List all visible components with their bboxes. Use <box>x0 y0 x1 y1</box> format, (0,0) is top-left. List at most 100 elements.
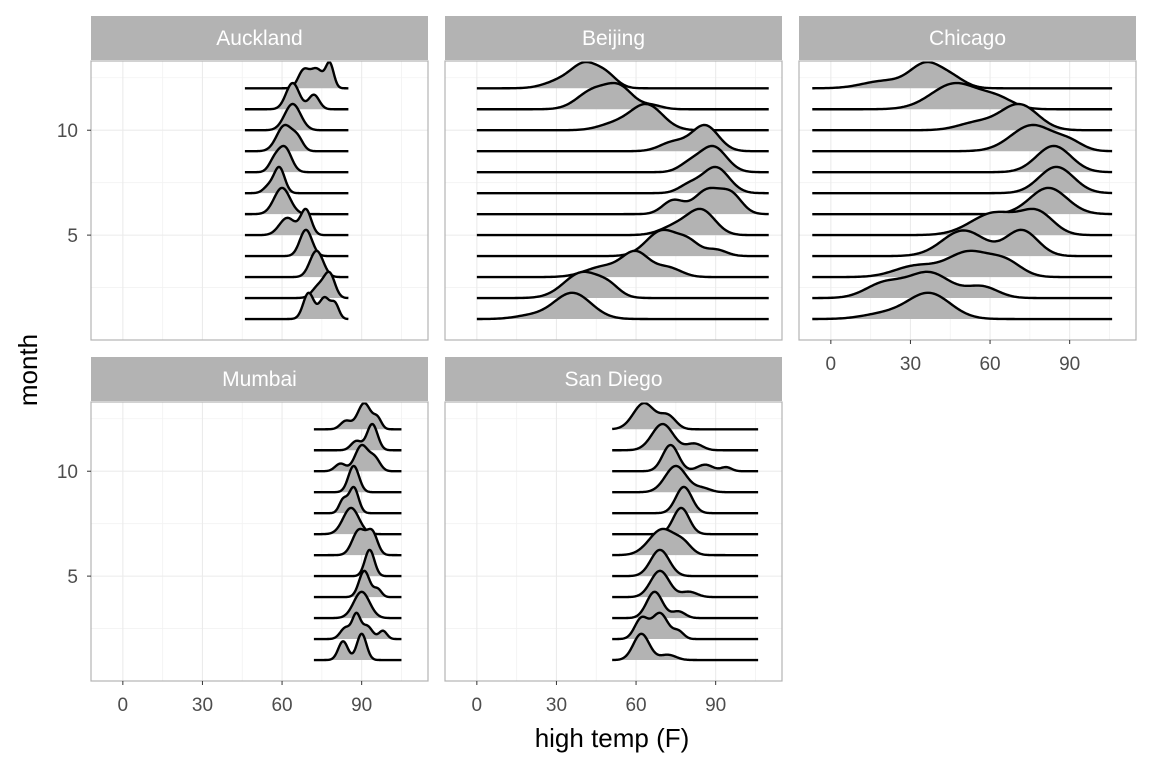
ridge-line <box>611 611 759 641</box>
ridges-mumbai <box>313 401 403 662</box>
ridge-mumbai-month-10 <box>313 443 403 473</box>
x-tick-label: 90 <box>1059 354 1080 375</box>
ridge-beijing-month-10 <box>476 102 769 132</box>
facet-auckland: Auckland 5 10 <box>57 16 429 341</box>
ridge-line <box>812 207 1113 237</box>
panel-background <box>91 61 428 340</box>
ridge-line <box>611 485 759 515</box>
ridge-san-diego-month-5 <box>611 548 759 578</box>
x-tick-label: 0 <box>826 354 837 375</box>
ridge-line <box>611 590 759 620</box>
facet-chicago: Chicago 0 30 60 90 <box>798 16 1137 375</box>
ridge-line <box>812 123 1113 153</box>
ridge-line <box>244 60 350 90</box>
ridge-san-diego-month-8 <box>611 485 759 515</box>
strip-auckland <box>91 16 428 60</box>
ridge-line <box>313 611 403 641</box>
ridge-san-diego-month-9 <box>611 464 759 494</box>
ridge-line <box>476 123 769 153</box>
strip-chicago <box>799 16 1136 60</box>
ridge-san-diego-month-4 <box>611 569 759 599</box>
ridge-line <box>244 270 350 300</box>
ridge-line <box>812 144 1113 174</box>
ridge-line <box>313 422 403 452</box>
ridge-san-diego-month-3 <box>611 590 759 620</box>
ridge-line <box>476 144 769 174</box>
ridge-fill <box>476 292 769 320</box>
ridge-chicago-month-3 <box>812 249 1113 279</box>
ridge-line <box>476 186 769 216</box>
x-tick-label: 0 <box>472 695 483 716</box>
ridge-line <box>812 270 1113 300</box>
ridge-line <box>244 123 350 153</box>
strip-label-mumbai: Mumbai <box>222 368 297 391</box>
ridge-line <box>812 165 1113 195</box>
ridge-line <box>244 207 350 237</box>
ridge-chicago-month-7 <box>812 165 1113 195</box>
ridge-line <box>812 291 1113 321</box>
ridges-chicago <box>812 60 1113 321</box>
ridge-line <box>244 144 350 174</box>
ridge-line <box>611 527 759 557</box>
ridge-line <box>313 569 403 599</box>
x-axis-title: high temp (F) <box>535 723 690 753</box>
ridge-beijing-month-3 <box>476 249 769 279</box>
ridge-auckland-month-1 <box>244 291 350 321</box>
ridge-auckland-month-4 <box>244 228 350 258</box>
x-tick-label: 0 <box>118 695 129 716</box>
ridge-fill <box>313 486 402 514</box>
panel-border <box>90 401 429 682</box>
ridge-mumbai-month-1 <box>313 632 403 662</box>
ridge-auckland-month-7 <box>244 165 350 195</box>
ridge-fill <box>244 62 349 89</box>
ridge-line <box>611 443 759 473</box>
ridge-auckland-month-11 <box>244 81 350 111</box>
ridge-fill <box>313 591 402 619</box>
ridge-line <box>611 632 759 662</box>
ridge-line <box>476 81 769 111</box>
ridge-fill <box>812 292 1113 320</box>
gridlines <box>91 402 428 681</box>
ridge-mumbai-month-3 <box>313 590 403 620</box>
ridge-fill <box>812 104 1113 131</box>
ridge-fill <box>612 549 759 577</box>
ridge-mumbai-month-11 <box>313 422 403 452</box>
facet-panels: Auckland 5 10 Beijing Chicago 0 30 60 90 Mumbai 5 1… <box>57 16 1137 716</box>
y-axis-title: month <box>13 334 43 406</box>
panel-border <box>90 60 429 341</box>
strip-mumbai <box>91 357 428 401</box>
ridge-line <box>476 207 769 237</box>
ridge-beijing-month-5 <box>476 207 769 237</box>
ridge-san-diego-month-2 <box>611 611 759 641</box>
ridge-chicago-month-1 <box>812 291 1113 321</box>
ridge-line <box>476 228 769 258</box>
y-tick-label: 10 <box>57 462 78 483</box>
ridge-fill <box>313 424 402 451</box>
ridge-chicago-month-9 <box>812 123 1113 153</box>
ridge-line <box>244 228 350 258</box>
ridge-line <box>812 249 1113 279</box>
ridge-chicago-month-2 <box>812 270 1113 300</box>
ridge-mumbai-month-8 <box>313 485 403 515</box>
ridge-fill <box>812 145 1113 173</box>
ridge-san-diego-month-1 <box>611 632 759 662</box>
ridge-mumbai-month-6 <box>313 527 403 557</box>
ridge-fill <box>313 633 402 661</box>
ridges-san-diego <box>611 401 759 662</box>
ridge-line <box>812 186 1113 216</box>
ridge-line <box>476 291 769 321</box>
ridge-mumbai-month-7 <box>313 506 403 536</box>
facet-beijing: Beijing <box>444 16 783 341</box>
ridge-line <box>611 506 759 536</box>
strip-beijing <box>445 16 782 60</box>
ridge-fill <box>612 570 759 598</box>
ridge-fill <box>313 465 402 493</box>
ridge-fill <box>313 507 402 535</box>
ridge-chicago-month-12 <box>812 60 1113 90</box>
ridge-line <box>611 548 759 578</box>
strip-label-chicago: Chicago <box>929 27 1006 50</box>
ridge-auckland-month-2 <box>244 270 350 300</box>
ridge-auckland-month-6 <box>244 186 350 216</box>
ridge-fill <box>812 208 1113 236</box>
ridge-fill <box>244 187 349 215</box>
